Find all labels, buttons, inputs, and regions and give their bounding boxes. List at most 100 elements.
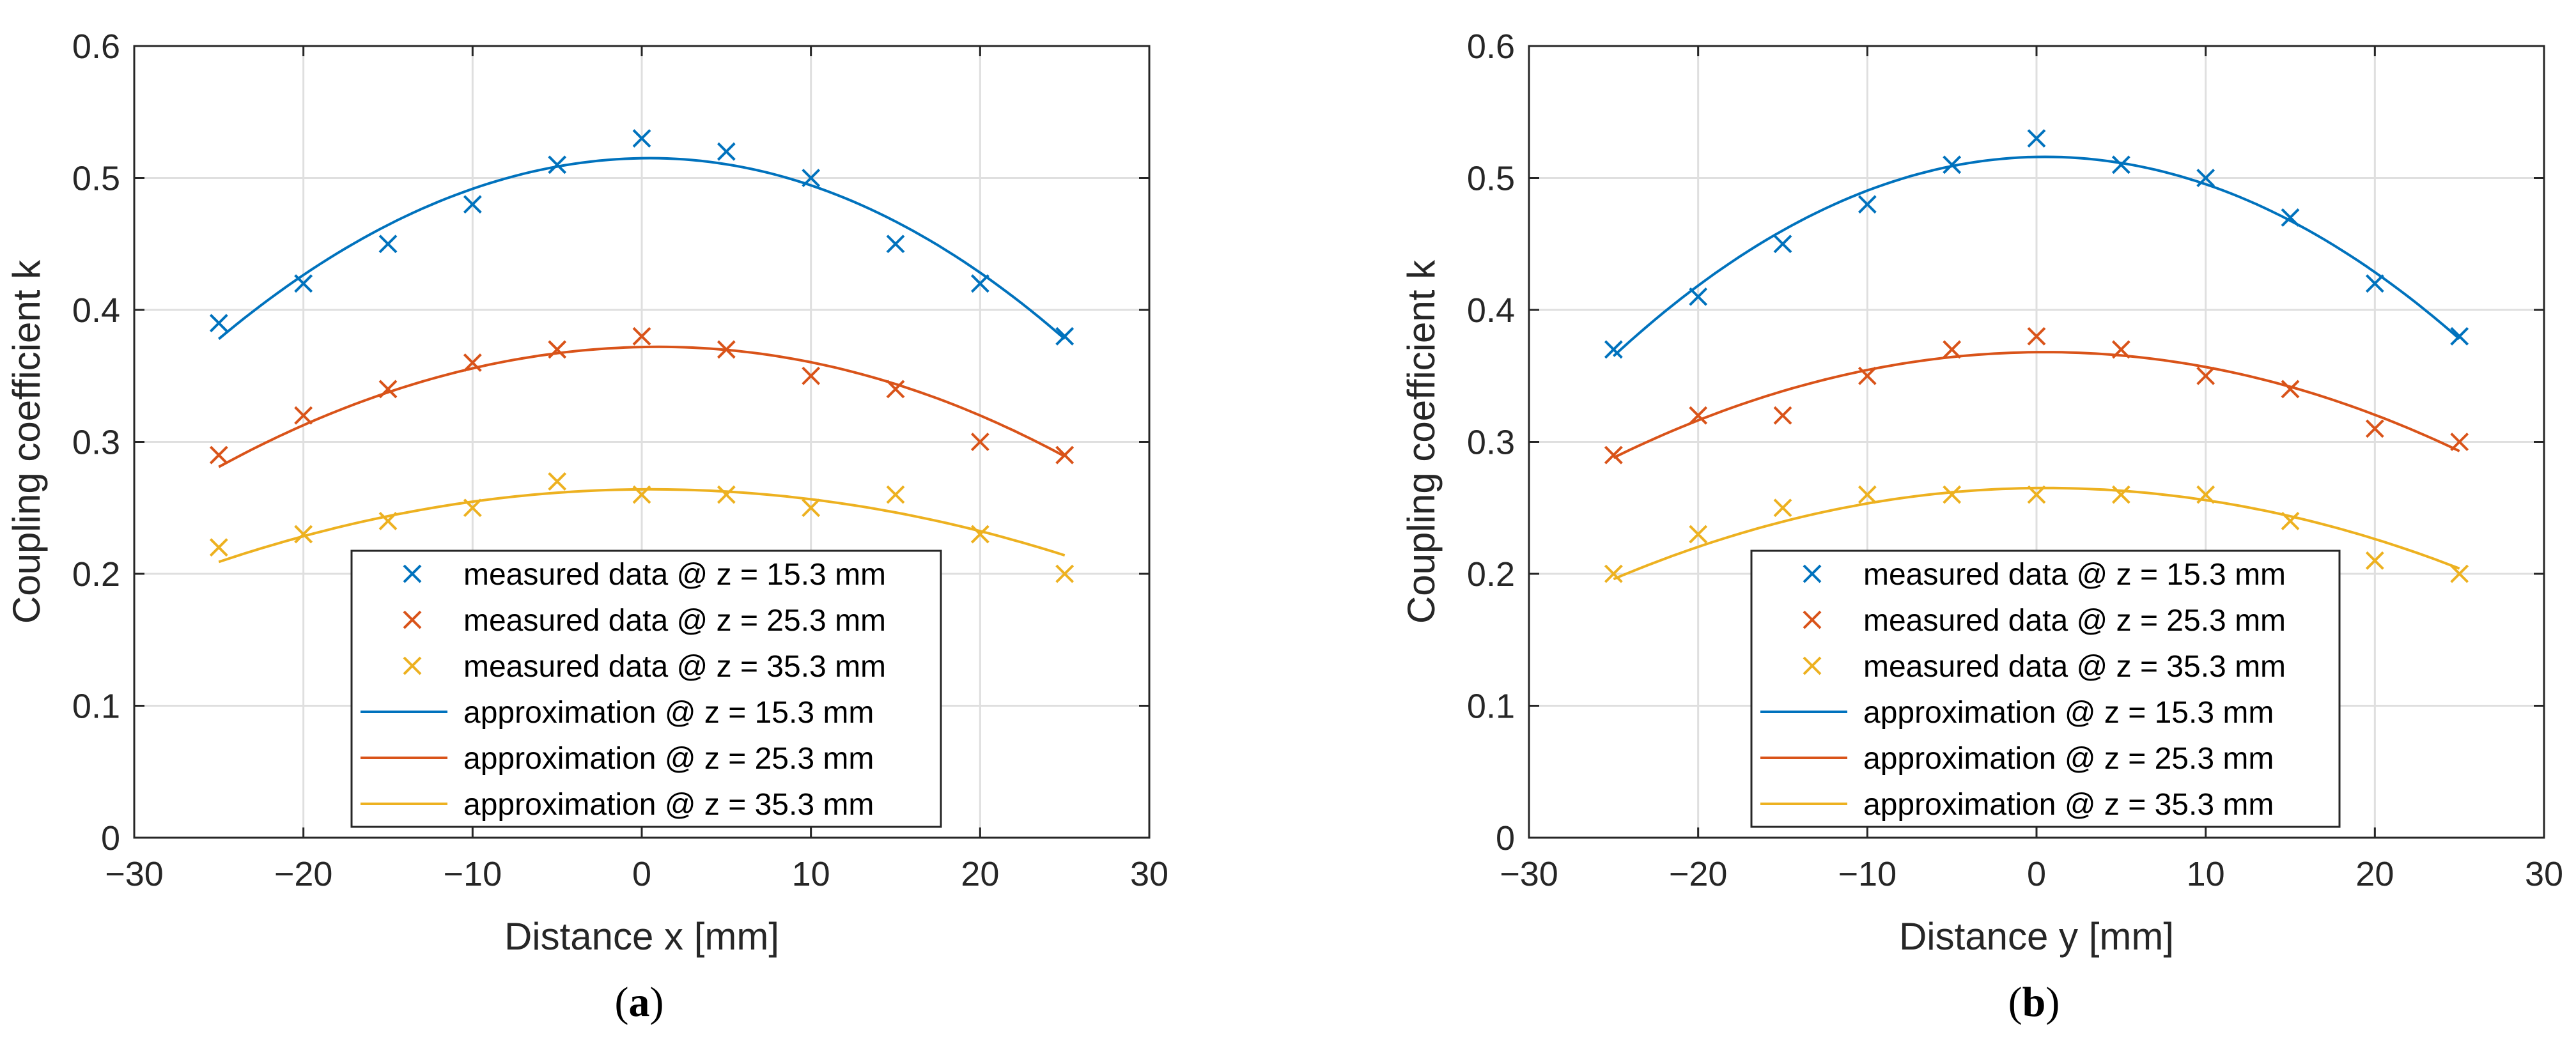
legend-box [1750,550,2341,828]
legend-label-3: approximation @ z = 15.3 mm [463,696,874,730]
panel-paren-open: ( [615,979,629,1026]
data-point-s1-9 [970,433,989,451]
data-point-s2-1 [294,525,313,544]
data-point-s1-0 [1604,445,1623,465]
legend-marker-0 [403,564,422,583]
data-point-s2-0 [1604,564,1623,583]
data-point-s1-5 [2027,327,2046,346]
y-axis-label: Coupling coefficient k [1400,259,1443,624]
x-tick-label: −10 [1838,855,1897,893]
legend-marker-1 [1803,610,1822,629]
y-tick-label: 0.2 [72,555,120,594]
panel-paren-close: ) [650,979,664,1026]
series-line-5 [218,488,1066,564]
x-tick-label: −20 [1669,855,1728,893]
legend-label-2: measured data @ z = 35.3 mm [1863,650,2286,684]
panel-label: (a) [615,979,664,1026]
data-point-s2-9 [970,525,989,544]
data-point-s1-3 [1858,366,1877,385]
y-tick-label: 0.1 [1467,688,1515,726]
y-tick-label: 0.4 [72,291,120,330]
series-line-3 [1612,155,2461,357]
y-tick-label: 0.5 [1467,160,1515,198]
panel-paren-open: ( [2008,979,2022,1026]
series-line-4 [218,345,1066,468]
x-tick-label: −30 [1500,855,1558,893]
data-point-s1-4 [1943,340,1962,359]
legend-label-4: approximation @ z = 25.3 mm [1863,742,2274,776]
legend-label-5: approximation @ z = 35.3 mm [1863,788,2274,822]
legend-marker-2 [403,656,422,675]
y-axis-label: Coupling coefficient k [5,259,48,624]
data-point-s0-1 [294,274,313,293]
data-point-s0-5 [632,129,651,148]
data-point-s0-7 [2196,169,2215,187]
y-tick-label: 0 [1496,819,1515,858]
data-point-s0-9 [970,274,989,293]
data-point-s2-5 [632,485,651,504]
data-point-s2-6 [2111,485,2130,504]
x-axis-label: Distance x [mm] [504,915,779,958]
data-point-s2-10 [2450,564,2469,583]
y-tick-label: 0.3 [1467,424,1515,462]
legend-label-2: measured data @ z = 35.3 mm [463,650,886,684]
data-point-s2-8 [886,485,905,504]
y-tick-label: 0.1 [72,688,120,726]
data-point-s0-8 [886,235,905,254]
legend-label-1: measured data @ z = 25.3 mm [463,604,886,638]
legend-label-5: approximation @ z = 35.3 mm [463,788,874,822]
data-point-s2-0 [209,538,228,557]
data-point-s2-7 [802,498,821,518]
data-point-s0-2 [378,235,398,254]
data-point-s0-8 [2281,208,2300,227]
legend-marker-0 [1803,564,1822,583]
x-tick-label: −10 [444,855,502,893]
y-tick-label: 0.6 [72,27,120,66]
y-tick-label: 0.2 [1467,555,1515,594]
data-point-s2-4 [1943,485,1962,504]
y-tick-label: 0.5 [72,160,120,198]
legend-label-1: measured data @ z = 25.3 mm [1863,604,2286,638]
legend: measured data @ z = 15.3 mm measured data… [350,550,942,828]
data-point-s0-3 [1858,195,1877,214]
data-point-s2-7 [2196,485,2215,504]
data-point-s1-2 [378,380,398,399]
chart-panel-a: −30 −20 −10 0 10 20 30 0 0.1 0.2 0.3 0.4 0.5 0.6 Dista… [5,27,1168,1026]
x-axis-label: Distance y [mm] [1899,915,2174,958]
data-point-s1-1 [1689,406,1708,425]
data-point-s1-5 [632,327,651,346]
x-tick-label: −30 [105,855,164,893]
legend-marker-1 [403,610,422,629]
data-point-s0-0 [209,314,228,333]
data-point-s1-2 [1773,406,1792,425]
legend-box [350,550,942,828]
data-point-s1-6 [2111,340,2130,359]
data-point-s0-6 [717,142,736,161]
legend-label-0: measured data @ z = 15.3 mm [463,558,886,592]
data-point-s2-6 [717,485,736,504]
data-point-s0-4 [548,155,567,174]
data-point-s2-3 [463,498,482,518]
data-point-s2-1 [1689,525,1708,544]
data-point-s2-2 [378,511,398,530]
panel-letter: a [629,979,650,1026]
x-tick-label: 10 [2187,855,2225,893]
y-tick-label: 0.3 [72,424,120,462]
series-line-5 [1613,486,2460,581]
legend-label-0: measured data @ z = 15.3 mm [1863,558,2286,592]
panel-letter: b [2022,979,2046,1026]
data-point-s1-7 [802,366,821,385]
data-point-s2-4 [548,472,567,491]
data-point-s0-10 [2450,327,2469,346]
x-tick-label: 20 [961,855,999,893]
data-point-s2-9 [2365,551,2384,570]
data-point-s0-1 [1689,287,1708,306]
series-line-3 [218,157,1066,340]
data-point-s2-8 [2281,511,2300,530]
x-tick-label: 10 [792,855,830,893]
x-tick-label: 30 [1130,855,1168,893]
data-point-s2-2 [1773,498,1792,518]
x-tick-label: 0 [632,855,651,893]
data-point-s0-3 [463,195,482,214]
